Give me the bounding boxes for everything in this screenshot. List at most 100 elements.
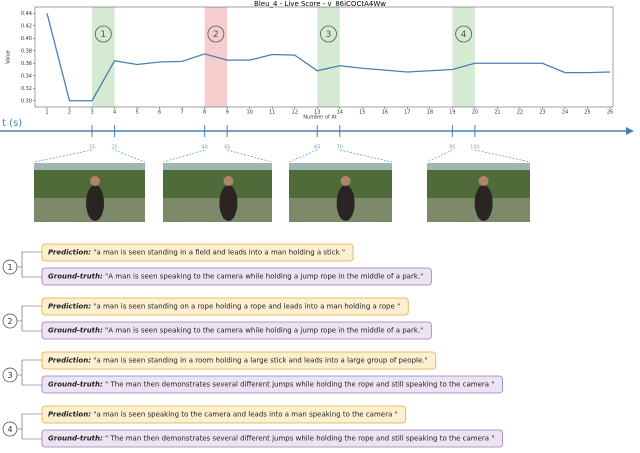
label: Ground-truth: bbox=[48, 435, 103, 443]
content: "A man is seen speaking to the camera wh… bbox=[103, 273, 424, 281]
ground-truth-box bbox=[41, 321, 432, 340]
highlight-circle bbox=[455, 25, 473, 43]
prediction-text: Prediction: "a man is seen standing in a… bbox=[48, 357, 428, 365]
timeline-arrow bbox=[626, 127, 634, 135]
plot-frame bbox=[34, 6, 614, 108]
label: Prediction: bbox=[48, 357, 91, 365]
x-tick-label: 19 bbox=[449, 110, 455, 116]
connector bbox=[162, 149, 205, 163]
chart-title: Bleu_4 - Live Score - v_86iCOCtA4Ww bbox=[254, 0, 386, 8]
content: "a man is seen standing in a field and l… bbox=[91, 249, 345, 257]
entry-bracket bbox=[17, 413, 42, 440]
x-tick-label: 11 bbox=[269, 110, 275, 116]
highlight-circle bbox=[320, 25, 337, 43]
content: " The man then demonstrates several diff… bbox=[103, 435, 495, 443]
x-tick-label: 5 bbox=[135, 110, 138, 116]
x-tick-label: 17 bbox=[404, 110, 410, 116]
y-tick-label: 0.38 bbox=[21, 48, 32, 54]
thumbnail-person bbox=[86, 185, 105, 221]
highlight-number: 3 bbox=[326, 30, 332, 40]
x-tick-label: 26 bbox=[607, 110, 613, 116]
x-tick-label: 18 bbox=[427, 110, 433, 116]
y-tick-label: 0.34 bbox=[21, 73, 32, 79]
thumbnail-trees bbox=[163, 170, 272, 198]
highlight-circle bbox=[207, 25, 225, 43]
thumbnail-head bbox=[478, 176, 489, 186]
connector bbox=[339, 149, 393, 163]
x-tick-label: 25 bbox=[584, 110, 590, 116]
thumbnail-person bbox=[336, 185, 355, 221]
x-tick-label: 8 bbox=[203, 110, 206, 116]
x-tick-label: 14 bbox=[337, 110, 343, 116]
ground-truth-text: Ground-truth: "A man is seen speaking to… bbox=[48, 273, 423, 281]
y-tick-label: 0.32 bbox=[21, 86, 32, 92]
connector bbox=[474, 149, 531, 163]
timeline-tick-label: 100 bbox=[470, 145, 480, 151]
thumbnail-person bbox=[474, 185, 493, 221]
timeline-label: t (s) bbox=[2, 118, 22, 129]
entry-number: 2 bbox=[7, 317, 12, 326]
highlight-band bbox=[317, 7, 340, 107]
timeline-tick-label: 95 bbox=[449, 145, 455, 151]
label: Prediction: bbox=[48, 411, 91, 419]
y-tick-label: 0.36 bbox=[21, 61, 32, 67]
label: Prediction: bbox=[48, 303, 91, 311]
highlight-circle bbox=[94, 25, 112, 43]
x-tick-label: 3 bbox=[90, 110, 93, 116]
prediction-text: Prediction: "a man is seen standing in a… bbox=[48, 249, 345, 257]
x-tick-label: 20 bbox=[472, 110, 478, 116]
label: Ground-truth: bbox=[48, 273, 103, 281]
x-tick-label: 10 bbox=[246, 110, 252, 116]
timeline-tick-label: 20 bbox=[111, 145, 117, 151]
label: Prediction: bbox=[48, 249, 91, 257]
connector bbox=[426, 149, 453, 163]
highlight-number: 1 bbox=[100, 30, 106, 40]
prediction-text: Prediction: "a man is seen speaking to t… bbox=[48, 411, 398, 419]
content: " The man then demonstrates several diff… bbox=[103, 381, 495, 389]
x-tick-label: 1 bbox=[45, 110, 48, 116]
y-axis-label: Value bbox=[6, 50, 12, 64]
x-tick-label: 15 bbox=[359, 110, 365, 116]
highlight-band bbox=[92, 7, 115, 107]
x-tick-label: 4 bbox=[113, 110, 116, 116]
ground-truth-box bbox=[41, 267, 432, 286]
ground-truth-text: Ground-truth: "A man is seen speaking to… bbox=[48, 327, 423, 335]
highlight-number: 2 bbox=[213, 30, 219, 40]
content: "a man is seen standing on a rope holdin… bbox=[91, 303, 400, 311]
prediction-box bbox=[41, 405, 407, 424]
y-tick-label: 0.42 bbox=[21, 23, 32, 29]
content: "a man is seen standing in a room holdin… bbox=[91, 357, 428, 365]
data-line bbox=[46, 13, 611, 102]
entry-number: 3 bbox=[7, 371, 12, 380]
thumbnail-ground bbox=[163, 198, 272, 222]
prediction-text: Prediction: "a man is seen standing on a… bbox=[48, 303, 400, 311]
entry-bracket bbox=[17, 251, 42, 278]
entry-bracket bbox=[17, 305, 42, 332]
entry-number: 4 bbox=[7, 425, 12, 434]
timeline-tick-label: 70 bbox=[337, 145, 343, 151]
timeline-tick-label: 45 bbox=[224, 145, 230, 151]
thumbnail-person bbox=[219, 185, 238, 221]
x-tick-label: 7 bbox=[181, 110, 184, 116]
highlight-number: 4 bbox=[461, 30, 467, 40]
connector bbox=[114, 149, 146, 163]
prediction-box bbox=[41, 243, 354, 262]
x-tick-label: 12 bbox=[292, 110, 298, 116]
x-tick-label: 13 bbox=[314, 110, 320, 116]
connector bbox=[33, 149, 93, 163]
timeline-tick-label: 40 bbox=[201, 145, 207, 151]
x-tick-label: 21 bbox=[494, 110, 500, 116]
connector bbox=[288, 149, 318, 163]
y-tick-label: 0.40 bbox=[21, 36, 32, 42]
x-tick-label: 24 bbox=[562, 110, 568, 116]
label: Ground-truth: bbox=[48, 381, 103, 389]
y-tick-label: 0.30 bbox=[21, 98, 32, 104]
x-tick-label: 23 bbox=[539, 110, 545, 116]
thumbnail-head bbox=[223, 176, 234, 186]
x-tick-label: 9 bbox=[226, 110, 229, 116]
entry-bracket bbox=[17, 359, 42, 386]
ground-truth-box bbox=[41, 375, 503, 394]
ground-truth-box bbox=[41, 429, 503, 448]
entry-number: 1 bbox=[7, 263, 12, 272]
